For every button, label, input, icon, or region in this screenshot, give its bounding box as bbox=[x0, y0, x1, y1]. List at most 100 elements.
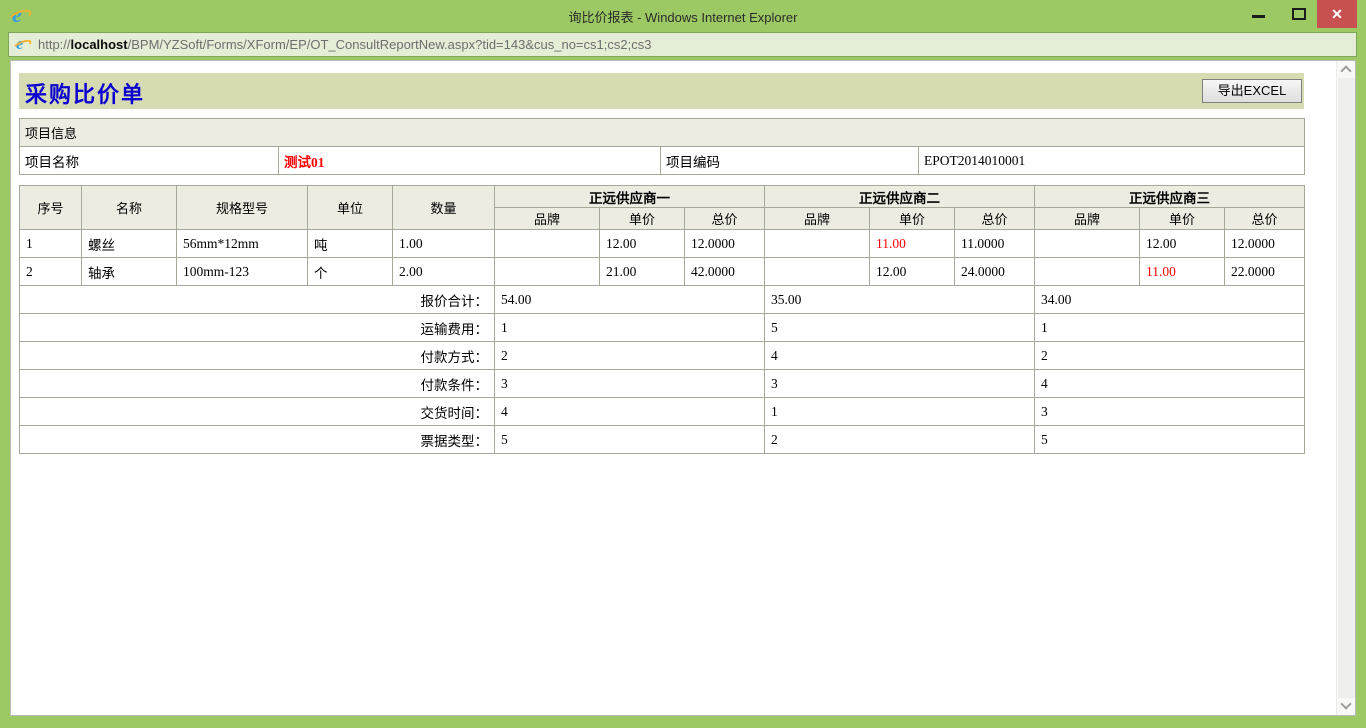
summary-value: 34.00 bbox=[1034, 285, 1306, 314]
cell-qty: 2.00 bbox=[392, 257, 495, 286]
summary-row: 运输费用： 1 5 1 bbox=[19, 313, 1306, 342]
project-code-label: 项目编码 bbox=[660, 146, 919, 175]
page-title-strip: 采购比价单 导出EXCEL bbox=[19, 73, 1304, 109]
cell-spec: 100mm-123 bbox=[176, 257, 308, 286]
summary-row: 付款方式： 2 4 2 bbox=[19, 341, 1306, 370]
scrollbar-down-button[interactable] bbox=[1337, 698, 1355, 715]
cell-unit-price: 12.00 bbox=[1139, 229, 1226, 258]
chevron-down-icon bbox=[1340, 698, 1352, 710]
url-text: http://localhost/BPM/YZSoft/Forms/XForm/… bbox=[38, 37, 651, 52]
cell-qty: 1.00 bbox=[392, 229, 495, 258]
url-path: /BPM/YZSoft/Forms/XForm/EP/OT_ConsultRep… bbox=[127, 37, 652, 52]
project-code-value: EPOT2014010001 bbox=[917, 146, 1306, 175]
supplier-2-header: 正远供应商二 bbox=[764, 185, 1036, 208]
vertical-scrollbar[interactable] bbox=[1336, 61, 1355, 715]
ie-logo-icon: e bbox=[6, 2, 34, 27]
col-header-name: 名称 bbox=[81, 185, 177, 230]
cell-total-price: 12.0000 bbox=[1224, 229, 1306, 258]
summary-row: 付款条件： 3 3 4 bbox=[19, 369, 1306, 398]
cell-unit-price: 12.00 bbox=[869, 257, 956, 286]
col-header-total: 总价 bbox=[683, 207, 766, 230]
cell-spec: 56mm*12mm bbox=[176, 229, 308, 258]
summary-value: 3 bbox=[764, 369, 1036, 398]
url-protocol: http:// bbox=[38, 37, 71, 52]
summary-value: 3 bbox=[493, 369, 766, 398]
col-header-price: 单价 bbox=[1139, 207, 1226, 230]
cell-total-price: 11.0000 bbox=[954, 229, 1036, 258]
col-header-brand: 品牌 bbox=[1034, 207, 1141, 230]
cell-total-price: 42.0000 bbox=[683, 257, 766, 286]
summary-label: 付款条件： bbox=[19, 369, 495, 398]
page-favicon-ie-icon: e bbox=[12, 34, 33, 54]
summary-value: 35.00 bbox=[764, 285, 1036, 314]
cell-unit: 个 bbox=[307, 257, 393, 286]
summary-value: 5 bbox=[493, 425, 766, 454]
browser-viewport: 采购比价单 导出EXCEL 项目信息 项目名称 测试01 项目编码 EPOT20… bbox=[10, 60, 1356, 716]
window-title: 询比价报表 - Windows Internet Explorer bbox=[568, 10, 798, 25]
col-header-unit: 单位 bbox=[307, 185, 393, 230]
minimize-button[interactable] bbox=[1244, 0, 1274, 28]
cell-seq: 1 bbox=[19, 229, 82, 258]
summary-value: 4 bbox=[1034, 369, 1306, 398]
summary-label: 票据类型： bbox=[19, 425, 495, 454]
maximize-icon bbox=[1292, 8, 1306, 20]
scrollbar-up-button[interactable] bbox=[1337, 61, 1355, 78]
summary-row: 报价合计： 54.00 35.00 34.00 bbox=[19, 285, 1306, 314]
summary-label: 报价合计： bbox=[19, 285, 495, 314]
col-header-brand: 品牌 bbox=[494, 207, 600, 230]
summary-row: 票据类型： 5 2 5 bbox=[19, 425, 1306, 454]
cell-name: 螺丝 bbox=[81, 229, 177, 258]
url-domain: localhost bbox=[70, 37, 128, 52]
url-input[interactable]: e http://localhost/BPM/YZSoft/Forms/XFor… bbox=[8, 32, 1357, 57]
page-title: 采购比价单 bbox=[25, 82, 146, 107]
summary-label: 付款方式： bbox=[19, 341, 495, 370]
summary-value: 4 bbox=[493, 397, 766, 426]
cell-total-price: 24.0000 bbox=[954, 257, 1036, 286]
window-titlebar: e 询比价报表 - Windows Internet Explorer ✕ bbox=[0, 0, 1366, 30]
cell-unit-price: 11.00 bbox=[1139, 257, 1226, 286]
close-icon: ✕ bbox=[1331, 6, 1343, 22]
page-content: 采购比价单 导出EXCEL 项目信息 项目名称 测试01 项目编码 EPOT20… bbox=[11, 61, 1336, 715]
maximize-button[interactable] bbox=[1284, 0, 1314, 28]
col-header-seq: 序号 bbox=[19, 185, 82, 230]
summary-value: 4 bbox=[764, 341, 1036, 370]
summary-value: 2 bbox=[764, 425, 1036, 454]
project-detail-row: 项目名称 测试01 项目编码 EPOT2014010001 bbox=[19, 146, 1306, 175]
summary-value: 5 bbox=[764, 313, 1036, 342]
summary-label: 交货时间： bbox=[19, 397, 495, 426]
col-header-brand: 品牌 bbox=[764, 207, 871, 230]
minimize-icon bbox=[1252, 15, 1265, 18]
cell-unit-price: 21.00 bbox=[599, 257, 685, 286]
col-header-price: 单价 bbox=[599, 207, 685, 230]
supplier-header-row: 序号 名称 规格型号 单位 数量 正远供应商一 正远供应商二 正远供应商三 bbox=[19, 185, 1306, 230]
summary-value: 1 bbox=[1034, 313, 1306, 342]
cell-brand bbox=[1034, 257, 1141, 286]
col-header-total: 总价 bbox=[954, 207, 1036, 230]
address-bar: e http://localhost/BPM/YZSoft/Forms/XFor… bbox=[0, 30, 1366, 60]
cell-brand bbox=[764, 257, 871, 286]
col-header-price: 单价 bbox=[869, 207, 956, 230]
cell-brand bbox=[494, 257, 600, 286]
cell-name: 轴承 bbox=[81, 257, 177, 286]
project-name-value: 测试01 bbox=[278, 146, 661, 175]
project-name-label: 项目名称 bbox=[19, 146, 279, 175]
cell-brand bbox=[494, 229, 600, 258]
summary-value: 2 bbox=[1034, 341, 1306, 370]
cell-unit: 吨 bbox=[307, 229, 393, 258]
scrollbar-thumb[interactable] bbox=[1338, 78, 1355, 698]
summary-label: 运输费用： bbox=[19, 313, 495, 342]
summary-value: 54.00 bbox=[493, 285, 766, 314]
cell-seq: 2 bbox=[19, 257, 82, 286]
project-section-title: 项目信息 bbox=[18, 118, 1306, 147]
cell-unit-price: 12.00 bbox=[599, 229, 685, 258]
cell-brand bbox=[764, 229, 871, 258]
chevron-up-icon bbox=[1340, 65, 1352, 77]
cell-total-price: 22.0000 bbox=[1224, 257, 1306, 286]
supplier-3-header: 正远供应商三 bbox=[1034, 185, 1306, 208]
export-excel-button[interactable]: 导出EXCEL bbox=[1202, 79, 1302, 103]
supplier-1-header: 正远供应商一 bbox=[493, 185, 766, 208]
close-button[interactable]: ✕ bbox=[1317, 0, 1357, 28]
comparison-table: 序号 名称 规格型号 单位 数量 正远供应商一 正远供应商二 正远供应商三 品牌… bbox=[19, 185, 1306, 454]
summary-value: 3 bbox=[1034, 397, 1306, 426]
